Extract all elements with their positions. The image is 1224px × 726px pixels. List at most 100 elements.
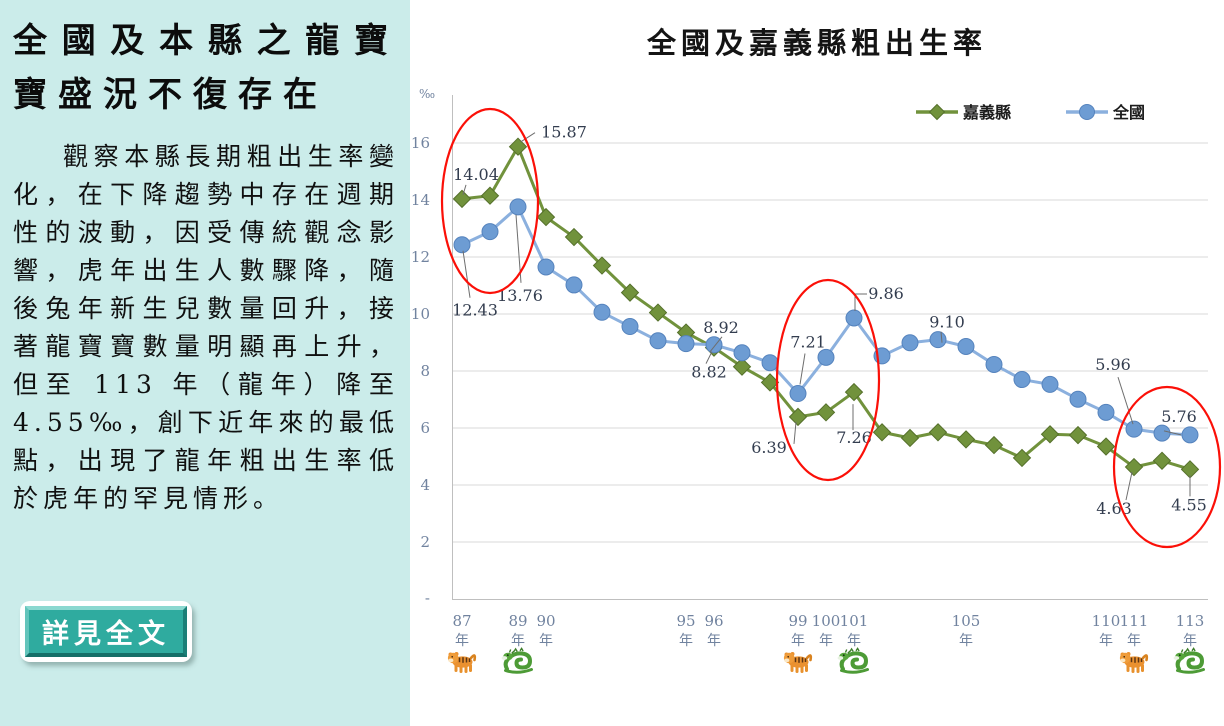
data-point-label: 6.39 (751, 438, 787, 457)
x-tick-suffix: 年 (679, 633, 693, 649)
diamond-marker (620, 283, 640, 302)
tiger-icon (1119, 652, 1149, 673)
diamond-marker (452, 189, 472, 209)
sidebar-body-text: 觀察本縣長期粗出生率變化，在下降趨勢中存在週期性的波動，因受傳統觀念影響，虎年出… (13, 142, 399, 513)
diamond-marker (480, 186, 500, 205)
data-point-label: 8.82 (691, 363, 727, 382)
circle-marker (789, 385, 807, 403)
circle-marker (845, 309, 863, 327)
x-tick-year: 110 (1092, 612, 1121, 630)
circle-marker (733, 344, 751, 362)
data-point-label: 12.43 (452, 301, 498, 320)
highlight-ellipse (1112, 385, 1222, 549)
label-leader-line (793, 421, 797, 444)
y-tick-label: 2 (420, 533, 430, 551)
x-tick-suffix: 年 (791, 633, 805, 649)
x-tick-suffix: 年 (847, 633, 861, 649)
circle-marker (901, 334, 919, 352)
chart-title: 全國及嘉義縣粗出生率 (646, 26, 987, 60)
data-point-label: 7.21 (790, 333, 826, 352)
circle-marker (621, 318, 639, 336)
y-axis-unit-label: ‰ (419, 87, 435, 101)
circle-marker (509, 198, 527, 216)
diamond-marker (1040, 425, 1060, 444)
read-full-article-button[interactable]: 詳見全文 (20, 601, 192, 662)
x-tick-suffix: 年 (959, 633, 973, 649)
series-national (453, 198, 1199, 444)
x-tick-year: 96 (704, 612, 723, 630)
data-point-label: 5.96 (1095, 355, 1131, 374)
data-point-label: 9.10 (929, 313, 965, 332)
x-tick-suffix: 年 (1099, 633, 1113, 649)
x-tick-suffix: 年 (1183, 633, 1197, 649)
circle-marker (1153, 424, 1171, 442)
y-tick-label: 16 (411, 134, 430, 152)
read-full-article-button-face[interactable]: 詳見全文 (25, 606, 187, 657)
data-point-label: 9.86 (868, 284, 904, 303)
circle-marker (1097, 403, 1115, 421)
y-tick-label: 14 (411, 191, 430, 209)
x-tick-year: 105 (952, 612, 981, 630)
x-tick-suffix: 年 (819, 633, 833, 649)
label-leader-line (462, 184, 467, 196)
diamond-marker (1012, 448, 1032, 468)
diamond-marker (956, 430, 976, 449)
label-leader-line (705, 351, 713, 364)
diamond-marker (592, 256, 612, 275)
dragon-icon (837, 647, 869, 674)
diamond-marker (508, 137, 528, 156)
circle-marker (649, 332, 667, 350)
circle-marker (481, 223, 499, 241)
circle-marker (453, 236, 471, 254)
legend-label: 全國 (1112, 103, 1145, 122)
legend-item-chiayi: 嘉義縣 (916, 103, 1011, 122)
circle-marker (957, 337, 975, 355)
tiger-icon (447, 652, 477, 673)
legend-diamond-marker (928, 103, 946, 121)
data-point-label: 7.26 (836, 428, 872, 447)
circle-marker (817, 348, 835, 366)
y-tick-label: 10 (411, 305, 430, 323)
circle-marker (565, 276, 583, 294)
data-point-label: 8.92 (703, 318, 739, 337)
diamond-marker (788, 407, 808, 427)
circle-marker (593, 303, 611, 321)
legend-item-national: 全國 (1066, 103, 1145, 122)
tiger-icon (783, 652, 813, 673)
series-chiayi (452, 137, 1200, 479)
x-tick-year: 95 (676, 612, 695, 630)
highlight-ellipse (440, 107, 540, 295)
legend: 嘉義縣 全國 (916, 103, 1145, 122)
circle-marker (929, 331, 947, 349)
x-tick-year: 113 (1176, 612, 1205, 630)
diamond-marker (844, 382, 864, 402)
x-tick-year: 100 (812, 612, 841, 630)
diamond-marker (1096, 437, 1116, 456)
circle-marker (985, 355, 1003, 373)
circle-marker (761, 354, 779, 372)
y-tick-label: 8 (420, 362, 430, 380)
diamond-marker (1068, 425, 1088, 445)
diamond-marker (900, 428, 920, 448)
diamond-marker (928, 423, 948, 442)
circle-marker (1181, 426, 1199, 444)
x-tick-suffix: 年 (539, 633, 553, 649)
circle-marker (705, 336, 723, 354)
label-leader-line (1163, 430, 1182, 436)
x-tick-suffix: 年 (1127, 633, 1141, 649)
data-point-label: 13.76 (497, 286, 543, 305)
diamond-marker (564, 227, 584, 247)
x-tick-year: 90 (536, 612, 555, 630)
diamond-marker (536, 207, 556, 227)
label-leader-line (1117, 376, 1134, 425)
y-tick-label: 4 (420, 476, 430, 494)
x-tick-year: 101 (840, 612, 869, 630)
highlight-ellipse (775, 278, 881, 482)
data-point-label: 4.63 (1096, 499, 1132, 518)
legend-circle-marker (1079, 104, 1095, 120)
diamond-marker (872, 423, 892, 442)
legend-label: 嘉義縣 (962, 103, 1011, 122)
circle-marker (1069, 390, 1087, 408)
sidebar-title: 全國及本縣之龍寶寶盛況不復存在 (13, 21, 399, 115)
